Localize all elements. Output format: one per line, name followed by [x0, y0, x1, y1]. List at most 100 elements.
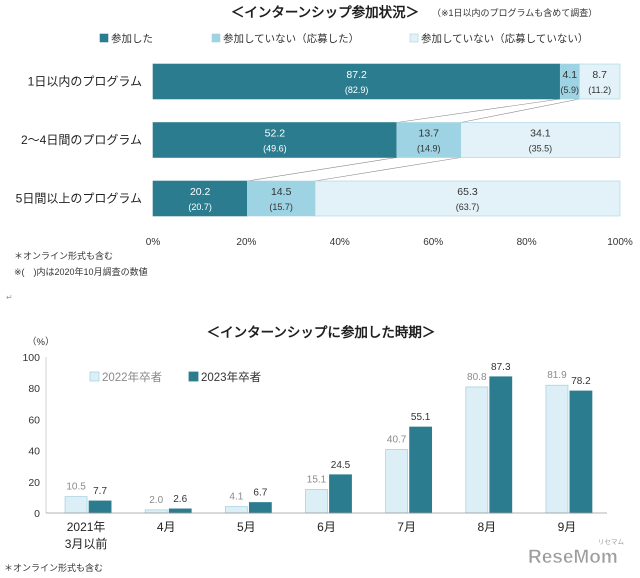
legend: 2022年卒者 2023年卒者: [89, 370, 261, 384]
bar-segment: [460, 122, 621, 158]
bar-value-label: 7.7: [93, 486, 107, 497]
category-label: 7月: [397, 520, 416, 534]
legend-swatch: [99, 33, 109, 43]
category-label-line: 2021年: [67, 520, 106, 534]
legend-swatch: [211, 33, 221, 43]
bar-value-label: 2.0: [149, 495, 163, 506]
category-label: 1日以内のプログラム: [28, 75, 142, 89]
y-tick-label: 80: [28, 383, 40, 395]
bar-value-label: 81.9: [547, 370, 567, 381]
bar-series-2: [168, 508, 192, 514]
legend-label: 2022年卒者: [102, 370, 162, 384]
x-tick-label: 20%: [236, 237, 256, 248]
x-category-labels: 2021年 3月以前 4月 5月 6月 7月 8月 9月: [65, 520, 577, 551]
category-label-line: 4月: [157, 520, 176, 534]
segment-prior-value-label: (14.9): [417, 144, 441, 154]
legend-label: 2023年卒者: [201, 370, 261, 384]
participation-timing-chart: ＜インターンシップに参加した時期＞ （%） 0 20 40 60 80 100 10.5 7…: [4, 324, 607, 573]
segment-prior-value-label: (15.7): [269, 202, 293, 212]
bar-series-2: [88, 500, 112, 514]
segment-prior-value-label: (49.6): [263, 144, 287, 154]
legend-label: 参加していない（応募していない）: [421, 32, 588, 45]
bar-group: 80.8 87.3: [465, 362, 513, 514]
footnote-parentheses: ※( )内は2020年10月調査の数値: [14, 266, 148, 277]
legend-item-2: 参加していない（応募した）: [211, 32, 359, 45]
bar-row: 5日間以上のプログラム 20.2 (20.7) 14.5 (15.7) 65.3 (63.7…: [16, 180, 621, 217]
category-label: 8月: [477, 520, 496, 534]
legend: 参加した 参加していない（応募した） 参加していない（応募していない）: [99, 32, 588, 45]
segment-prior-value-label: (20.7): [188, 202, 212, 212]
segment-value-label: 8.7: [592, 69, 607, 81]
bar-value-label: 78.2: [571, 376, 591, 387]
segment-prior-value-label: (11.2): [588, 85, 611, 95]
category-label: 2021年 3月以前: [65, 520, 108, 551]
logo-text: ReseMom: [528, 547, 618, 568]
bar-value-label: 10.5: [66, 482, 86, 493]
bar-value-label: 87.3: [491, 362, 511, 373]
segment-value-label: 14.5: [271, 186, 292, 198]
category-label-line: 7月: [397, 520, 416, 534]
y-tick-labels: 0 20 40 60 80 100: [22, 352, 40, 520]
bar-series-1: [305, 489, 328, 514]
y-tick-label: 100: [22, 352, 40, 364]
x-tick-label: 60%: [423, 237, 443, 248]
legend-item-1: 2022年卒者: [89, 370, 162, 384]
legend-swatch: [89, 371, 100, 382]
bar-segment: [152, 122, 398, 158]
footnote-online: ＊オンライン形式も含む: [14, 250, 113, 261]
legend-label: 参加していない（応募した）: [223, 32, 359, 45]
x-tick-labels: 0% 20% 40% 60% 80% 100%: [146, 237, 633, 248]
legend-swatch: [409, 33, 419, 43]
category-label-line: 5月: [237, 520, 256, 534]
y-tick-label: 20: [28, 477, 40, 489]
bar-segment: [579, 63, 621, 100]
bar-series-1: [144, 509, 168, 514]
category-label: 4月: [157, 520, 176, 534]
bar-series-1: [545, 384, 569, 514]
bar-value-label: 15.1: [307, 474, 327, 485]
bar-row: 2～4日間のプログラム 52.2 (49.6) 13.7 (14.9) 34.1 (35.5…: [21, 122, 621, 158]
resemom-logo: リセマム ReseMom: [528, 538, 625, 568]
bar-value-label: 80.8: [467, 372, 487, 383]
bar-segment: [247, 180, 316, 217]
y-axis-label: （%）: [27, 336, 54, 348]
bar-value-label: 55.1: [411, 412, 431, 423]
bar-series-1: [224, 506, 248, 514]
legend-label: 参加した: [111, 32, 153, 45]
category-label-line: 3月以前: [65, 536, 108, 551]
legend-item-3: 参加していない（応募していない）: [409, 32, 588, 45]
segment-value-label: 34.1: [530, 128, 551, 140]
series-connector-lines: [247, 98, 580, 182]
bar-row: 1日以内のプログラム 87.2 (82.9) 4.1 (5.9) 8.7 (11.2): [28, 63, 621, 100]
category-label-line: 9月: [558, 520, 577, 534]
bar-series-1: [385, 449, 409, 514]
y-tick-label: 60: [28, 414, 40, 426]
segment-value-label: 13.7: [419, 128, 440, 140]
footnote-online: ＊オンライン形式も含む: [4, 562, 103, 573]
series-connector-line: [315, 157, 461, 182]
bar-segment: [152, 63, 561, 100]
x-tick-label: 0%: [146, 237, 161, 248]
category-label: 2～4日間のプログラム: [21, 133, 142, 147]
chart-title: ＜インターンシップ参加状況＞: [231, 4, 419, 20]
bar-value-label: 6.7: [253, 488, 267, 499]
segment-value-label: 52.2: [265, 128, 286, 140]
bar-segment: [314, 180, 621, 217]
chart-title: ＜インターンシップに参加した時期＞: [207, 324, 436, 340]
bar-group: 10.5 7.7: [64, 482, 112, 514]
category-label: 6月: [317, 520, 336, 534]
x-tick-label: 100%: [607, 237, 633, 248]
segment-value-label: 4.1: [562, 69, 577, 81]
legend-swatch: [188, 371, 199, 382]
category-label-line: 8月: [477, 520, 496, 534]
paragraph-mark: ↵: [6, 293, 13, 302]
category-label: 5日間以上のプログラム: [16, 192, 142, 206]
segment-prior-value-label: (63.7): [456, 202, 480, 212]
segment-prior-value-label: (35.5): [529, 144, 553, 154]
bar-series-2: [329, 474, 352, 514]
segment-prior-value-label: (82.9): [345, 85, 369, 95]
chart-subtitle: （※1日以内のプログラムも含めて調査）: [432, 7, 597, 18]
legend-item-2: 2023年卒者: [188, 370, 261, 384]
bar-series-2: [409, 426, 433, 514]
